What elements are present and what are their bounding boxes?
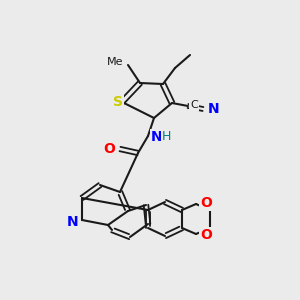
Text: N: N [151, 130, 163, 144]
Text: C: C [190, 100, 198, 110]
Text: H: H [162, 130, 171, 143]
Text: S: S [113, 95, 123, 109]
Text: O: O [103, 142, 115, 156]
Text: O: O [200, 228, 212, 242]
Text: N: N [66, 215, 78, 229]
Text: Me: Me [106, 57, 123, 67]
Text: N: N [208, 102, 220, 116]
Text: O: O [200, 196, 212, 210]
